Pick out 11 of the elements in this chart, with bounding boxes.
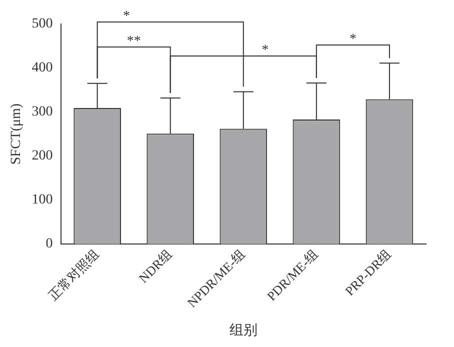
y-axis-title: SFCT(μm) xyxy=(9,103,24,165)
y-tick-label: 100 xyxy=(32,192,53,208)
annotation: * xyxy=(349,32,356,47)
y-tick-label: 200 xyxy=(32,148,53,164)
annotation: * xyxy=(123,9,130,24)
y-tick-label: 500 xyxy=(32,16,53,32)
y-tick-label: 300 xyxy=(32,104,53,120)
y-tick-label: 400 xyxy=(32,60,53,76)
x-axis-title: 组别 xyxy=(229,322,258,338)
annotation: * xyxy=(262,43,269,58)
annotation: ** xyxy=(126,34,141,49)
